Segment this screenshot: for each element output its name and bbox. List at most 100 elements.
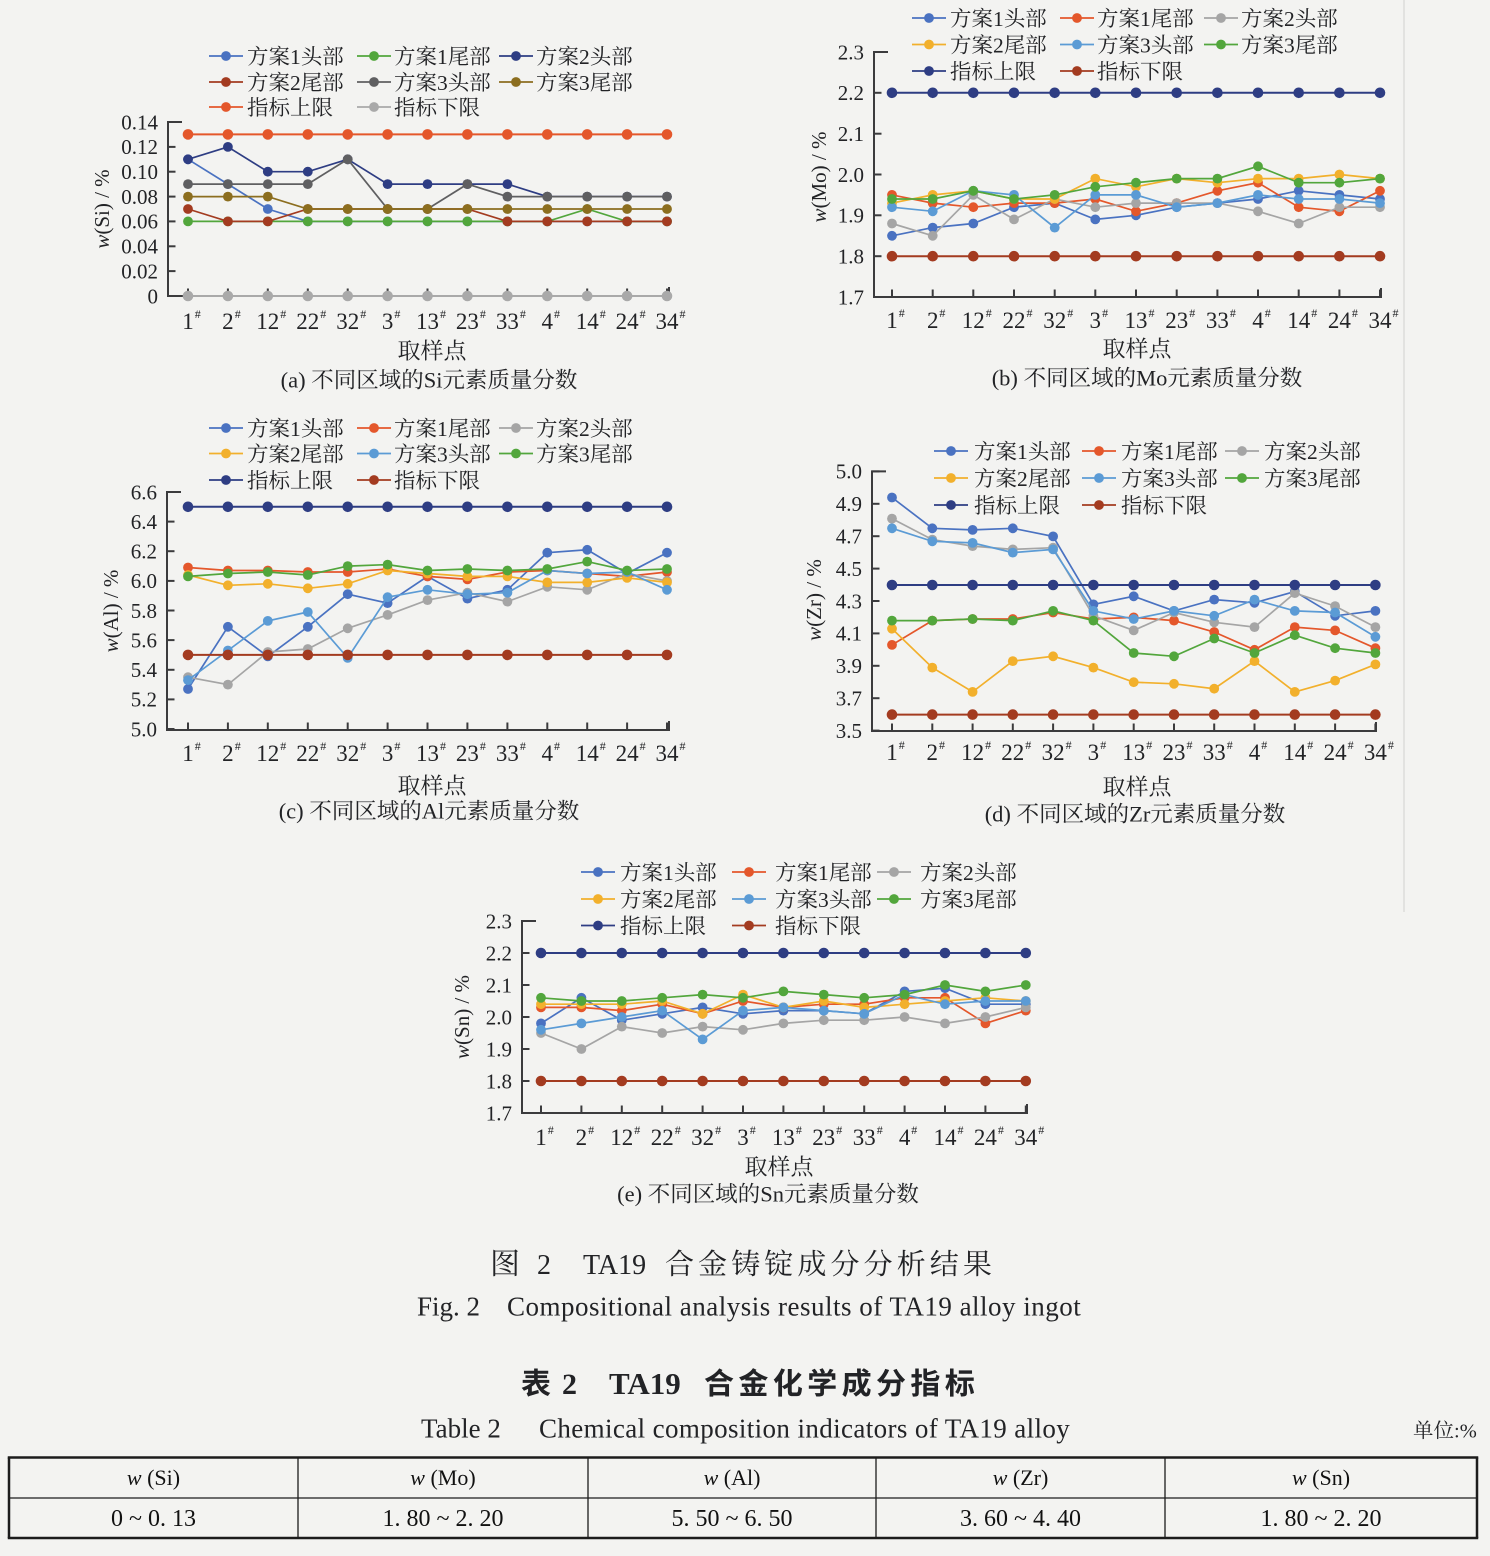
svg-text:3: 3 — [1140, 34, 1151, 58]
svg-text:3: 3 — [382, 741, 394, 766]
svg-text:#: # — [320, 739, 326, 753]
svg-text:1: 1 — [182, 309, 194, 334]
svg-text:14: 14 — [576, 309, 600, 334]
svg-text:34: 34 — [656, 741, 680, 766]
svg-text:24: 24 — [1328, 308, 1352, 333]
svg-text:0.08: 0.08 — [121, 185, 158, 209]
svg-text:34: 34 — [656, 309, 680, 334]
svg-text:4: 4 — [542, 309, 554, 334]
svg-text:5.8: 5.8 — [131, 599, 157, 623]
svg-text:#: # — [195, 739, 201, 753]
svg-text:2.2: 2.2 — [486, 941, 512, 965]
svg-text:32: 32 — [1043, 308, 1066, 333]
svg-text:3: 3 — [818, 888, 829, 912]
svg-text:2: 2 — [576, 1125, 588, 1150]
svg-text:#: # — [1146, 738, 1152, 752]
svg-text:#: # — [640, 307, 646, 321]
svg-text:22: 22 — [1001, 740, 1024, 765]
svg-text:1: 1 — [1017, 440, 1028, 464]
svg-text:22: 22 — [651, 1125, 674, 1150]
svg-text:#: # — [1187, 738, 1193, 752]
svg-text:#: # — [1348, 738, 1354, 752]
svg-text:22: 22 — [296, 309, 319, 334]
svg-text:2: 2 — [222, 309, 234, 334]
svg-text:4.1: 4.1 — [836, 622, 862, 646]
svg-text:2: 2 — [579, 45, 590, 69]
svg-text:#: # — [675, 1123, 681, 1137]
svg-text:4.3: 4.3 — [836, 589, 862, 613]
svg-text:23: 23 — [1163, 740, 1186, 765]
svg-text:34: 34 — [1369, 308, 1393, 333]
svg-text:1.8: 1.8 — [838, 245, 864, 269]
svg-text:1: 1 — [663, 861, 674, 885]
svg-text:24: 24 — [616, 309, 640, 334]
svg-text:34: 34 — [1014, 1125, 1038, 1150]
svg-text:#: # — [440, 739, 446, 753]
svg-text:5.6: 5.6 — [131, 628, 157, 652]
svg-text:#: # — [600, 739, 606, 753]
svg-text:3: 3 — [437, 443, 448, 467]
svg-text:12: 12 — [256, 309, 279, 334]
svg-text:5.2: 5.2 — [131, 688, 157, 712]
svg-text:#: # — [899, 306, 905, 320]
svg-text:1: 1 — [535, 1125, 547, 1150]
svg-text:#: # — [1227, 738, 1233, 752]
svg-text:#: # — [480, 307, 486, 321]
svg-text:Mo: Mo — [1136, 366, 1167, 391]
svg-text:23: 23 — [812, 1125, 835, 1150]
svg-text:0.10: 0.10 — [121, 160, 158, 184]
svg-text:(d): (d) — [985, 802, 1011, 827]
svg-text:12: 12 — [961, 740, 984, 765]
svg-text:#: # — [554, 739, 560, 753]
svg-text:3: 3 — [382, 309, 394, 334]
svg-text:33: 33 — [1206, 308, 1229, 333]
svg-text:(a): (a) — [281, 368, 306, 393]
svg-text:#: # — [958, 1123, 964, 1137]
svg-text:1: 1 — [437, 417, 448, 441]
svg-text:#: # — [600, 307, 606, 321]
svg-text:33: 33 — [496, 741, 519, 766]
svg-text:33: 33 — [853, 1125, 876, 1150]
svg-text:#: # — [1025, 738, 1031, 752]
svg-text:Chemical composition indicator: Chemical composition indicators of TA19 … — [539, 1414, 1070, 1444]
svg-text:#: # — [554, 307, 560, 321]
svg-text:2: 2 — [1307, 440, 1318, 464]
svg-text:#: # — [998, 1123, 1004, 1137]
svg-text:3: 3 — [1307, 467, 1318, 491]
svg-text:#: # — [985, 738, 991, 752]
svg-text:6.6: 6.6 — [131, 480, 157, 504]
svg-text:2: 2 — [663, 888, 674, 912]
svg-text:6.4: 6.4 — [131, 510, 158, 534]
svg-text:2: 2 — [562, 1368, 577, 1401]
svg-text:6.2: 6.2 — [131, 540, 157, 564]
svg-text:2.2: 2.2 — [838, 81, 864, 105]
svg-text:2.0: 2.0 — [486, 1005, 512, 1029]
svg-text:2.1: 2.1 — [838, 122, 864, 146]
svg-text:#: # — [1265, 306, 1271, 320]
svg-text:4: 4 — [542, 741, 554, 766]
svg-text:3.9: 3.9 — [836, 654, 862, 678]
svg-text:13: 13 — [416, 741, 439, 766]
svg-text:Zr: Zr — [1129, 802, 1151, 827]
svg-text:2: 2 — [537, 1250, 551, 1281]
svg-text:3. 60 ~ 4. 40: 3. 60 ~ 4. 40 — [960, 1506, 1081, 1532]
svg-text:2: 2 — [963, 861, 974, 885]
svg-text:3: 3 — [1164, 467, 1175, 491]
svg-text:22: 22 — [1003, 308, 1026, 333]
svg-text:w (Zr): w (Zr) — [993, 1465, 1049, 1490]
svg-text:3.7: 3.7 — [836, 687, 862, 711]
svg-text:#: # — [480, 739, 486, 753]
svg-text:2: 2 — [993, 34, 1004, 58]
svg-text:0.12: 0.12 — [121, 135, 158, 159]
svg-text:2: 2 — [579, 417, 590, 441]
svg-text:#: # — [1027, 306, 1033, 320]
svg-text:1: 1 — [437, 45, 448, 69]
svg-text:#: # — [836, 1123, 842, 1137]
svg-text:14: 14 — [576, 741, 600, 766]
svg-text:#: # — [235, 739, 241, 753]
svg-text:5. 50 ~ 6. 50: 5. 50 ~ 6. 50 — [672, 1506, 793, 1532]
svg-text:33: 33 — [496, 309, 519, 334]
svg-text:0.02: 0.02 — [121, 259, 158, 283]
svg-text:#: # — [1261, 738, 1267, 752]
svg-text:2.3: 2.3 — [486, 909, 512, 933]
